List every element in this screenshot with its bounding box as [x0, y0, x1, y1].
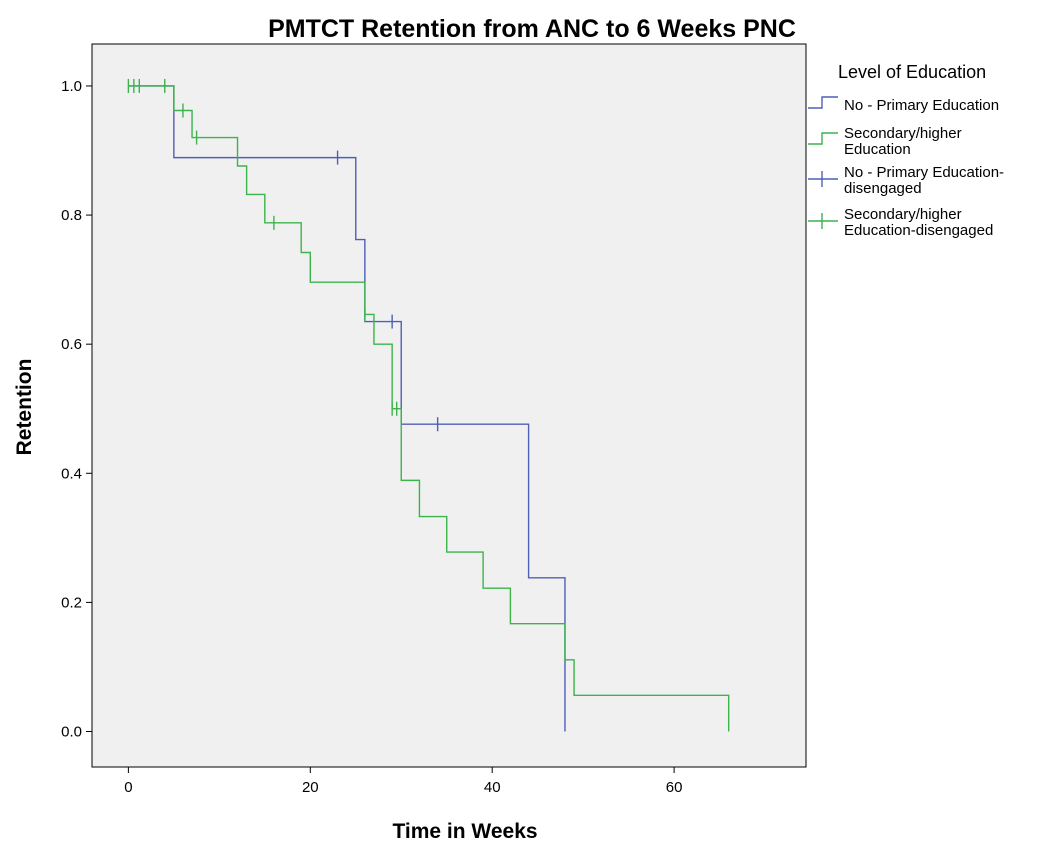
legend-label: Secondary/higher — [844, 125, 962, 142]
legend-title: Level of Education — [838, 62, 986, 82]
y-tick-label: 0.4 — [61, 465, 82, 482]
legend-label: Education-disengaged — [844, 222, 993, 239]
series-line-0 — [128, 85, 566, 732]
legend-entries: No - Primary EducationSecondary/higherEd… — [808, 96, 1004, 239]
y-axis-ticks: 0.0 0.2 0.4 0.6 0.8 1.0 — [61, 78, 92, 740]
y-tick-label: 0.8 — [61, 207, 82, 224]
legend-symbol — [808, 132, 838, 145]
legend-label: Secondary/higher — [844, 206, 962, 223]
chart-title: PMTCT Retention from ANC to 6 Weeks PNC — [268, 15, 796, 43]
y-tick-label: 1.0 — [61, 78, 82, 95]
series-line-1 — [128, 85, 730, 732]
y-tick-label: 0.2 — [61, 594, 82, 611]
plot-area — [91, 43, 807, 768]
x-tick-label: 0 — [124, 779, 132, 796]
legend-label: Education — [844, 141, 911, 158]
y-tick-label: 0.6 — [61, 336, 82, 353]
x-tick-label: 60 — [666, 779, 683, 796]
legend: Level of Education No - Primary Educatio… — [808, 62, 1004, 239]
x-tick-label: 20 — [302, 779, 319, 796]
legend-entry: No - Primary Education — [808, 96, 999, 114]
y-tick-label: 0.0 — [61, 723, 82, 740]
legend-symbol — [808, 96, 838, 109]
legend-label: No - Primary Education — [844, 97, 999, 114]
legend-entry: No - Primary Education-disengaged — [808, 164, 1004, 197]
legend-label: No - Primary Education- — [844, 164, 1004, 181]
y-axis-title: Retention — [13, 359, 36, 456]
x-tick-label: 40 — [484, 779, 501, 796]
x-axis-ticks: 0 20 40 60 — [124, 767, 682, 796]
x-axis-title: Time in Weeks — [392, 820, 537, 843]
series-layer — [127, 78, 730, 732]
legend-label: disengaged — [844, 180, 922, 197]
